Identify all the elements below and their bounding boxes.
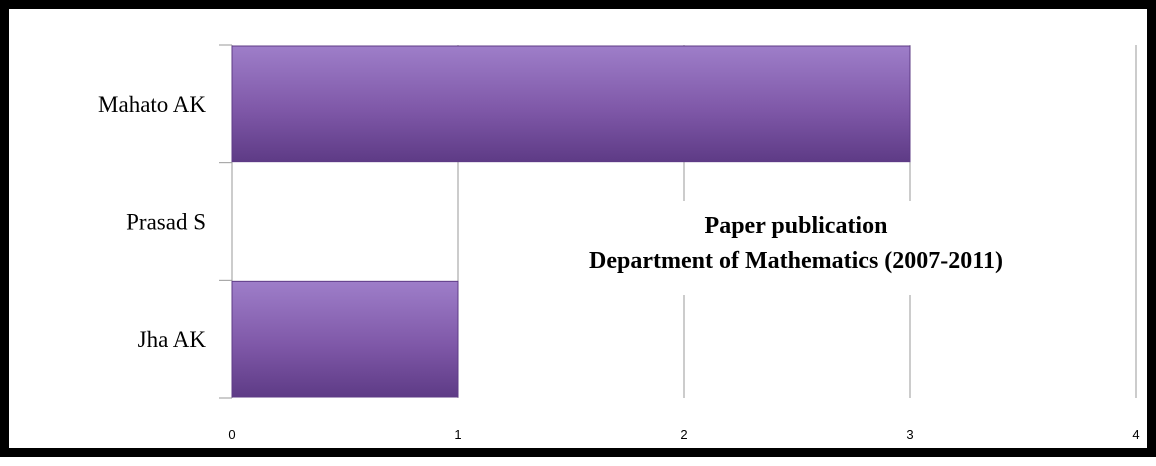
x-tick-label-0: 0: [228, 427, 235, 442]
title-background: [499, 201, 1117, 295]
category-label-mahato-ak: Mahato AK: [98, 92, 206, 117]
axis-layer: [219, 44, 233, 399]
label-layer: 0 1 2 3 4 Mahato AK Prasad S Jha AK: [98, 92, 1140, 442]
x-tick-label-2: 2: [680, 427, 687, 442]
category-label-jha-ak: Jha AK: [138, 327, 207, 352]
category-label-prasad-s: Prasad S: [126, 210, 206, 235]
bar-mahato-ak: [231, 45, 911, 163]
chart-title-group: Paper publication Department of Mathemat…: [499, 201, 1117, 295]
bar-jha-ak: [231, 280, 459, 398]
x-tick-label-3: 3: [906, 427, 913, 442]
x-tick-label-4: 4: [1132, 427, 1139, 442]
x-tick-label-1: 1: [454, 427, 461, 442]
bar-chart: Paper publication Department of Mathemat…: [98, 44, 1140, 442]
chart-title: Paper publication: [705, 213, 888, 239]
bar-layer: [231, 45, 911, 398]
chart-subtitle: Department of Mathematics (2007-2011): [589, 248, 1003, 274]
